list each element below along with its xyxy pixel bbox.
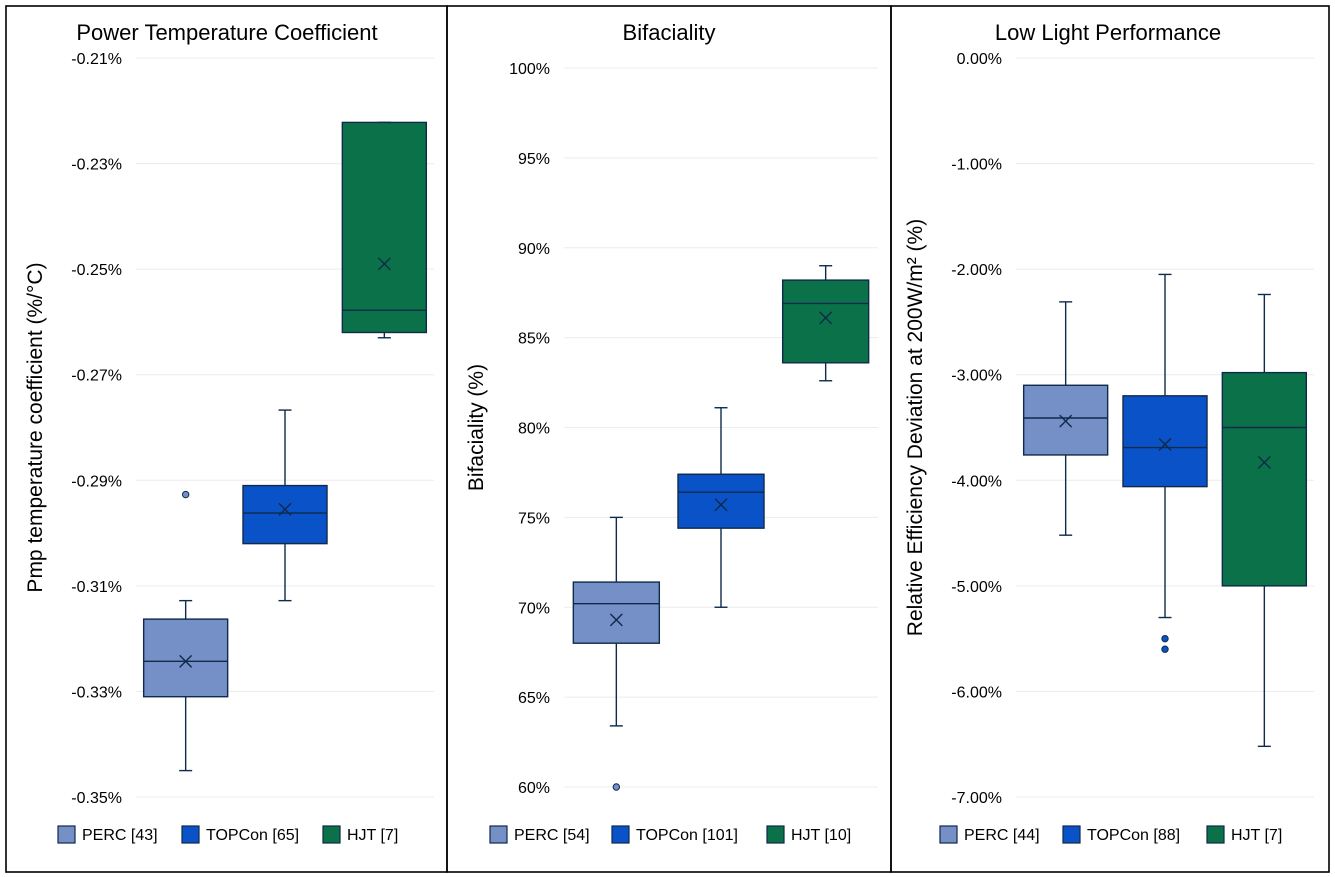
y-axis-label: Pmp temperature coefficient (%/°C) — [24, 262, 47, 592]
mean-marker — [1257, 455, 1271, 469]
mean-marker — [819, 311, 833, 325]
y-tick-label: -0.29% — [71, 473, 122, 490]
legend-swatch-topcon — [611, 825, 630, 844]
box-series-topcon — [1122, 273, 1208, 653]
mean-marker — [1059, 414, 1073, 428]
legend-swatch-topcon — [181, 825, 200, 844]
iqr-box — [781, 279, 870, 364]
panel-frame — [890, 5, 1330, 873]
iqr-box — [677, 473, 765, 529]
mean-marker — [609, 613, 623, 627]
box-series-perc — [142, 490, 229, 772]
iqr-box — [572, 581, 661, 644]
chart-title: Power Temperature Coefficient — [76, 20, 377, 45]
legend-label-topcon: TOPCon [101] — [636, 827, 738, 844]
mean-marker — [1158, 437, 1172, 451]
legend-swatch-perc — [939, 825, 958, 844]
y-tick-label: 100% — [509, 61, 550, 78]
panel-frame — [446, 5, 892, 873]
y-tick-label: -1.00% — [951, 157, 1002, 174]
y-tick-label: -2.00% — [951, 262, 1002, 279]
box-series-hjt — [781, 265, 870, 382]
iqr-box — [1122, 395, 1208, 488]
y-tick-label: 95% — [518, 151, 550, 168]
y-tick-label: -0.33% — [71, 684, 122, 701]
legend-label-perc: PERC [43] — [82, 827, 158, 844]
legend-label-hjt: HJT [7] — [347, 827, 398, 844]
y-tick-label: -5.00% — [951, 579, 1002, 596]
iqr-box — [341, 121, 428, 334]
legend-label-hjt: HJT [7] — [1231, 827, 1282, 844]
mean-marker — [278, 502, 292, 516]
outlier-point — [1161, 634, 1169, 643]
y-axis-label: Bifaciality (%) — [465, 364, 488, 491]
legend-label-hjt: HJT [10] — [791, 827, 851, 844]
outlier-point — [1161, 645, 1169, 653]
legend-swatch-hjt — [1206, 825, 1225, 844]
legend-swatch-perc — [57, 825, 76, 844]
y-tick-label: -0.35% — [71, 790, 122, 807]
y-tick-label: -6.00% — [951, 684, 1002, 701]
box-series-perc — [1022, 301, 1109, 536]
legend-label-topcon: TOPCon [88] — [1087, 827, 1180, 844]
legend-swatch-topcon — [1062, 825, 1081, 844]
y-tick-label: -0.31% — [71, 579, 122, 596]
y-tick-label: -0.23% — [71, 157, 122, 174]
legend-label-perc: PERC [54] — [514, 827, 590, 844]
legend-swatch-hjt — [766, 825, 785, 844]
y-axis-label: Relative Efficiency Deviation at 200W/m²… — [904, 219, 927, 636]
legend-swatch-hjt — [322, 825, 341, 844]
y-tick-label: 60% — [518, 780, 550, 797]
mean-marker — [179, 654, 193, 668]
chart-title: Low Light Performance — [995, 20, 1221, 45]
outlier-point — [181, 490, 190, 499]
y-tick-label: 65% — [518, 690, 550, 707]
box-series-hjt — [1221, 293, 1308, 748]
box-series-topcon — [677, 407, 765, 608]
box-series-hjt — [341, 121, 428, 339]
outlier-point — [612, 783, 621, 791]
y-tick-label: 75% — [518, 510, 550, 527]
legend-label-topcon: TOPCon [65] — [206, 827, 299, 844]
iqr-box — [142, 618, 229, 698]
mean-marker — [714, 498, 728, 512]
chart-title: Bifaciality — [623, 20, 716, 45]
iqr-box — [1221, 371, 1308, 587]
legend-swatch-perc — [489, 825, 508, 844]
y-tick-label: -3.00% — [951, 368, 1002, 385]
y-tick-label: -4.00% — [951, 473, 1002, 490]
chart-panel-2: Bifaciality Bifaciality (%) 100% 95% 90% 85% 8… — [446, 5, 892, 873]
y-tick-label: 90% — [518, 241, 550, 258]
y-tick-label: 0.00% — [957, 51, 1002, 68]
legend-label-perc: PERC [44] — [964, 827, 1040, 844]
y-tick-label: -0.21% — [71, 51, 122, 68]
y-tick-label: -7.00% — [951, 790, 1002, 807]
y-tick-label: -0.25% — [71, 262, 122, 279]
box-series-perc — [572, 516, 661, 791]
y-tick-label: 80% — [518, 421, 550, 438]
chart-panel-3: Low Light Performance Relative Efficiency… — [890, 5, 1330, 873]
y-tick-label: -0.27% — [71, 368, 122, 385]
box-series-topcon — [242, 409, 328, 602]
mean-marker — [377, 257, 391, 271]
iqr-box — [1022, 384, 1109, 456]
y-tick-label: 85% — [518, 331, 550, 348]
iqr-box — [242, 484, 328, 545]
y-tick-label: 70% — [518, 600, 550, 617]
chart-panel-1: Power Temperature Coefficient Pmp tempera… — [5, 5, 448, 873]
